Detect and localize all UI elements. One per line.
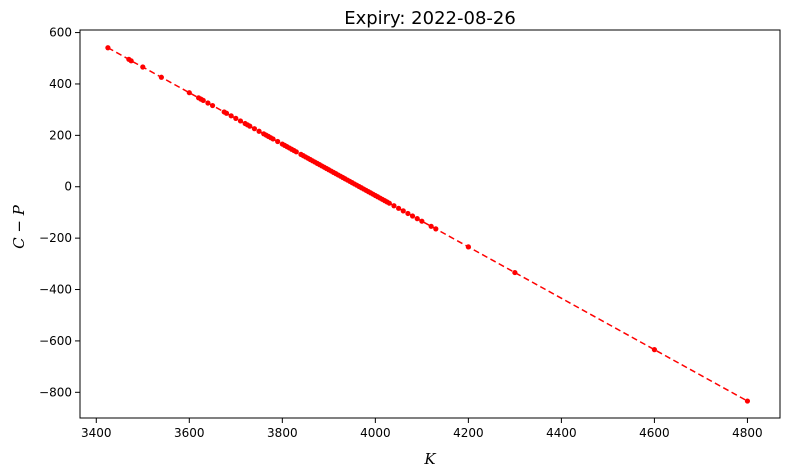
data-point bbox=[205, 100, 211, 106]
data-point bbox=[237, 118, 244, 124]
data-point bbox=[386, 200, 392, 206]
data-point bbox=[256, 128, 262, 134]
data-point bbox=[186, 90, 192, 96]
data-point bbox=[391, 203, 397, 209]
x-tick-label: 4200 bbox=[453, 426, 484, 440]
data-point bbox=[247, 123, 253, 129]
x-tick-label: 4800 bbox=[732, 426, 763, 440]
x-axis-label: K bbox=[423, 450, 436, 468]
data-point bbox=[251, 126, 258, 132]
y-tick-label: 400 bbox=[49, 77, 72, 91]
y-tick-label: 200 bbox=[49, 128, 72, 142]
data-point bbox=[465, 244, 471, 250]
chart-title: Expiry: 2022-08-26 bbox=[344, 8, 516, 29]
x-tick-label: 3400 bbox=[81, 426, 112, 440]
y-tick-label: −200 bbox=[39, 231, 72, 245]
data-point bbox=[223, 110, 230, 116]
data-point bbox=[275, 138, 281, 145]
plot-frame bbox=[79, 29, 781, 419]
data-point bbox=[158, 74, 164, 80]
plot-area bbox=[105, 45, 751, 404]
data-point bbox=[105, 45, 111, 51]
data-point bbox=[428, 223, 434, 229]
data-point bbox=[405, 210, 411, 217]
x-tick-label: 3600 bbox=[174, 426, 205, 440]
y-tick-label: 600 bbox=[49, 26, 72, 40]
y-tick-label: −800 bbox=[39, 385, 72, 399]
data-point bbox=[209, 102, 216, 109]
data-point bbox=[270, 136, 276, 142]
data-point bbox=[651, 347, 658, 353]
data-point bbox=[512, 269, 518, 276]
data-point bbox=[233, 115, 239, 121]
data-point bbox=[400, 208, 406, 214]
x-axis: 3400 3600 3800 4000 4200 4400 4600 4800 bbox=[81, 418, 763, 440]
data-point bbox=[200, 97, 206, 104]
data-point bbox=[293, 149, 299, 155]
y-tick-label: −400 bbox=[39, 283, 72, 297]
x-tick-label: 4400 bbox=[546, 426, 577, 440]
y-tick-label: 0 bbox=[64, 180, 72, 194]
data-point bbox=[433, 226, 439, 232]
data-point bbox=[140, 64, 146, 70]
y-tick-label: −600 bbox=[39, 334, 72, 348]
y-axis-label: C − P bbox=[10, 204, 28, 249]
data-point bbox=[396, 205, 402, 211]
y-axis: 600 400 200 0 −200 −400 −600 −800 bbox=[39, 26, 80, 399]
data-point bbox=[128, 58, 134, 64]
data-point bbox=[414, 216, 420, 222]
data-point bbox=[409, 213, 416, 219]
data-point bbox=[744, 398, 751, 404]
x-tick-label: 3800 bbox=[267, 426, 298, 440]
x-tick-label: 4000 bbox=[360, 426, 391, 440]
x-tick-label: 4600 bbox=[639, 426, 670, 440]
data-point bbox=[419, 218, 425, 224]
data-point bbox=[228, 113, 234, 119]
